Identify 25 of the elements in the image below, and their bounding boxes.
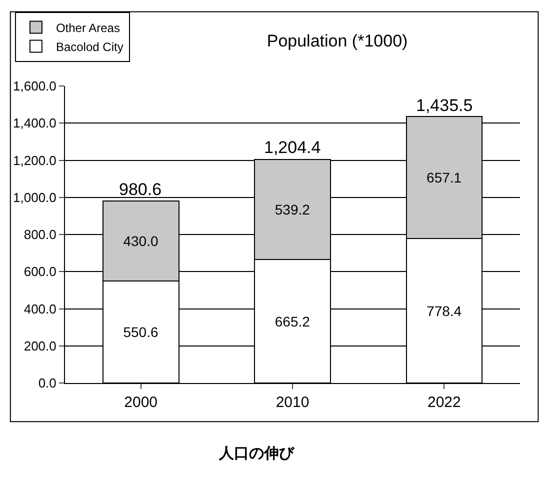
y-tick-label: 600.0 (24, 264, 56, 280)
data-label: 778.4 (426, 302, 462, 319)
data-label: 665.2 (274, 313, 310, 330)
y-tick-label: 1,200.0 (13, 152, 56, 168)
total-label: 1,435.5 (416, 96, 473, 115)
y-tick-label: 1,400.0 (13, 116, 56, 131)
data-label: 539.2 (274, 201, 310, 218)
chart-title: Population (*1000) (266, 31, 408, 50)
x-tick-label: 2022 (427, 394, 461, 411)
y-tick-label: 400.0 (24, 301, 56, 316)
total-label: 980.6 (119, 180, 162, 199)
text: 人口の伸び (218, 444, 295, 462)
data-label: 550.6 (123, 324, 158, 340)
y-tick-label: 1,600.0 (13, 78, 56, 94)
x-tick-label: 2000 (124, 394, 158, 411)
y-tick-label: 800.0 (24, 227, 56, 242)
y-tick-label: 0.0 (38, 376, 56, 391)
legend-label: Other Areas (56, 20, 120, 35)
total-label: 1,204.4 (264, 138, 321, 157)
y-tick-label: 200.0 (24, 338, 56, 354)
legend-label: Bacolod City (56, 40, 124, 54)
data-label: 657.1 (426, 170, 462, 186)
data-label: 430.0 (123, 232, 158, 249)
x-tick-label: 2010 (276, 394, 310, 411)
y-tick-label: 1,000.0 (13, 190, 56, 205)
